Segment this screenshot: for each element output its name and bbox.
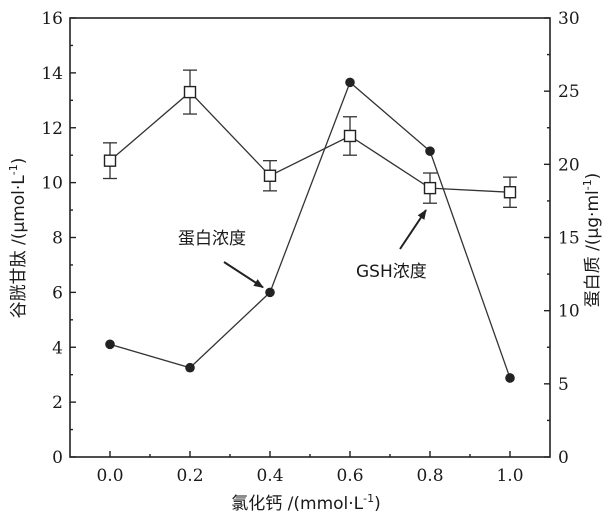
plot-frame [69,17,551,458]
y-left-tick-label: 10 [41,174,63,194]
y-right-tick-label: 0 [558,448,569,468]
y-left-axis-title-sup: -1 [7,164,20,175]
x-tick-label: 0.6 [336,466,363,486]
y-right-tick-label: 20 [558,155,580,175]
y-right-axis-title: 蛋白质 /(μg·ml-1) [581,173,603,308]
y-right-axis-title-main: 蛋白质 /(μg·ml [583,190,603,307]
y-left-axis-title: 谷胱甘肽 /(μmol·L-1) [7,158,29,319]
y-right-axis-title-end: ) [583,173,603,180]
x-axis-title-end: ) [374,494,381,514]
y-right-axis-title-sup: -1 [581,179,594,190]
protein-point [105,339,115,350]
gsh-point [423,181,437,195]
annotation-protein-arrow [223,261,264,289]
x-axis-title-main: 氯化钙 /(mmol·L [231,494,363,514]
y-left-tick-label: 4 [52,338,63,358]
gsh-point [263,169,277,182]
annotation-gsh-arrow [399,209,427,250]
gsh-point [183,85,197,99]
y-right-tick-label: 25 [558,82,580,102]
y-right-tick-label: 15 [558,229,580,249]
y-left-axis-title-end: ) [9,158,29,165]
y-left-axis-title-main: 谷胱甘肽 /(μmol·L [9,175,29,319]
annotations [223,209,427,289]
gsh-point [343,129,357,143]
x-axis-title-sup: -1 [363,492,374,505]
y-left-tick-label: 8 [52,229,63,249]
y-left-tick-label: 12 [41,119,63,139]
x-tick-label: 0.2 [176,466,203,486]
annotation-gsh-label: GSH浓度 [356,262,427,282]
protein-point [345,77,355,88]
series-protein [105,77,515,383]
protein-point [505,373,515,383]
y-left-tick-label: 6 [52,283,63,303]
protein-point [265,287,275,298]
y-left-tick-label: 0 [52,448,63,468]
gsh-point [103,154,117,167]
x-tick-label: 1.0 [496,466,523,486]
protein-line [109,81,511,379]
y-right-tick-label: 5 [558,375,569,395]
y-left-tick-label: 16 [41,9,63,29]
x-tick-label: 0.8 [416,466,443,486]
axes: 0.0 0.2 0.4 0.6 0.8 1.0 0 2 4 6 8 10 12 14 16 0 5 10 15 20 2… [41,9,579,486]
protein-point [185,362,195,373]
x-axis-title: 氯化钙 /(mmol·L-1) [231,492,381,514]
annotation-protein-label: 蛋白浓度 [178,229,246,249]
gsh-line [109,91,511,193]
x-tick-label: 0.0 [96,466,123,486]
y-left-tick-label: 14 [41,64,63,84]
x-tick-label: 0.4 [256,466,283,486]
protein-point [425,146,435,156]
y-left-tick-label: 2 [52,393,63,413]
y-right-tick-label: 30 [558,9,580,29]
gsh-point [503,186,517,199]
y-right-tick-label: 10 [558,302,580,322]
